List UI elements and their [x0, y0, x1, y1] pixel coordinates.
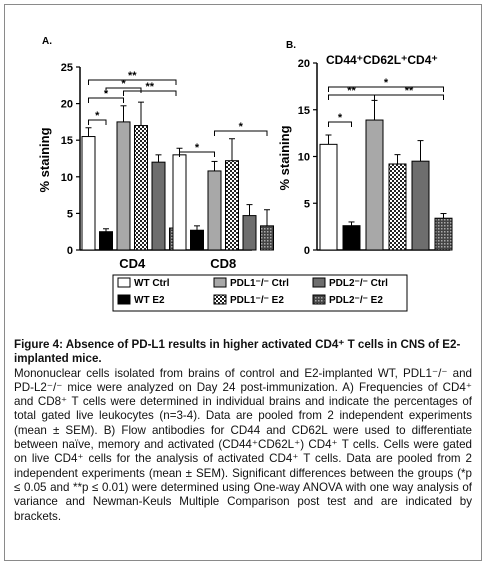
panel-a-sig-label: *: [104, 88, 109, 100]
legend-label: WT E2: [134, 295, 165, 306]
panel-b-sig-bracket: [328, 86, 444, 92]
panel-a-bar: [172, 154, 187, 251]
panel-b-bar: [342, 225, 361, 251]
panel-a-ylabel: % staining: [37, 127, 52, 192]
panel-b-letter: B.: [286, 40, 296, 51]
panel-b-sig-bracket: [374, 94, 444, 100]
panel-a-bar: [242, 215, 257, 251]
panel-b-bar: [365, 119, 384, 251]
panel-a-sig-label: *: [121, 78, 126, 90]
legend-swatch: [213, 277, 227, 288]
figure-caption: Figure 4: Absence of PD-L1 results in hi…: [14, 338, 472, 524]
panel-b-bar: [319, 143, 338, 251]
panel-a-sig-bracket: [214, 130, 268, 136]
panel-a-sig-bracket: [123, 90, 177, 96]
panel-a-bar: [190, 229, 204, 251]
legend-label: WT Ctrl: [134, 278, 170, 289]
legend-label: PDL2⁻/⁻ Ctrl: [329, 278, 388, 289]
caption-body: Mononuclear cells isolated from brains o…: [14, 366, 472, 523]
figure-graphic: A. B. CD44⁺CD62L⁺CD4⁺ % staining % stain…: [37, 36, 453, 312]
panel-a-bar: [151, 161, 166, 251]
panel-a-sig-label: *: [95, 110, 100, 122]
panel-a-bar: [99, 231, 113, 251]
panel-a-sig-bracket: [88, 79, 177, 85]
legend-swatch: [312, 294, 326, 305]
panel-a-sig-bracket: [88, 119, 107, 125]
panel-a-sig-label: **: [145, 81, 154, 93]
panel-a-ytick-label: 20: [61, 99, 73, 111]
panel-a-sig-bracket: [179, 151, 215, 157]
panel-a-sig-bracket: [88, 97, 124, 103]
panel-b-bar: [434, 217, 453, 251]
caption-title: Figure 4: Absence of PD-L1 results in hi…: [14, 338, 461, 366]
legend-label: PDL1⁻/⁻ Ctrl: [230, 278, 289, 289]
panel-a-sig-label: **: [128, 70, 137, 82]
panel-a-ytick-label: 5: [67, 208, 73, 220]
panel-b-sig-label: *: [384, 77, 389, 89]
legend-swatch: [312, 277, 326, 288]
panel-a-sig-label: *: [195, 142, 200, 154]
panel-b-sig-label: *: [338, 112, 343, 124]
panel-b-ytick-label: 15: [298, 105, 310, 117]
panel-b-ytick-label: 5: [304, 198, 310, 210]
panel-b-ytick-label: 10: [298, 152, 310, 164]
panel-a-sig-label: *: [239, 121, 244, 133]
panel-a-bar: [207, 170, 222, 251]
legend-box: [112, 274, 408, 312]
legend-swatch: [117, 294, 131, 305]
panel-b-sig-label: **: [405, 85, 414, 97]
panel-a-bar: [134, 125, 148, 251]
legend: WT Ctrl PDL1⁻/⁻ Ctrl PDL2⁻/⁻ Ctrl WT E2 PDL1…: [112, 274, 408, 312]
panel-a-category-label: CD8: [210, 256, 236, 271]
legend-label: PDL2⁻/⁻ E2: [329, 295, 383, 306]
panel-a-ytick-label: 15: [61, 135, 73, 147]
panel-a-ytick-label: 10: [61, 172, 73, 184]
panel-a-category-label: CD4: [119, 256, 146, 271]
legend-swatch: [213, 294, 227, 305]
panel-a-bar: [260, 225, 274, 251]
panel-a-ytick-label: 0: [67, 245, 73, 257]
panel-b-title: CD44⁺CD62L⁺CD4⁺: [326, 53, 438, 67]
panel-a-bar: [116, 121, 131, 251]
panel-b-sig-bracket: [328, 121, 352, 127]
panel-a-letter: A.: [42, 36, 52, 47]
panel-a-bar: [225, 160, 239, 251]
panel-a-bar: [81, 136, 96, 251]
legend-label: PDL1⁻/⁻ E2: [230, 295, 284, 306]
panel-a-ytick-label: 25: [61, 62, 73, 74]
legend-swatch: [117, 277, 131, 288]
panel-b-bar: [388, 163, 407, 251]
panel-b-ytick-label: 0: [304, 245, 310, 257]
panel-b-ylabel: % staining: [277, 125, 292, 190]
panel-b-sig-label: **: [347, 85, 356, 97]
panel-b-bar: [411, 160, 430, 251]
panel-b-ytick-label: 20: [298, 58, 310, 70]
